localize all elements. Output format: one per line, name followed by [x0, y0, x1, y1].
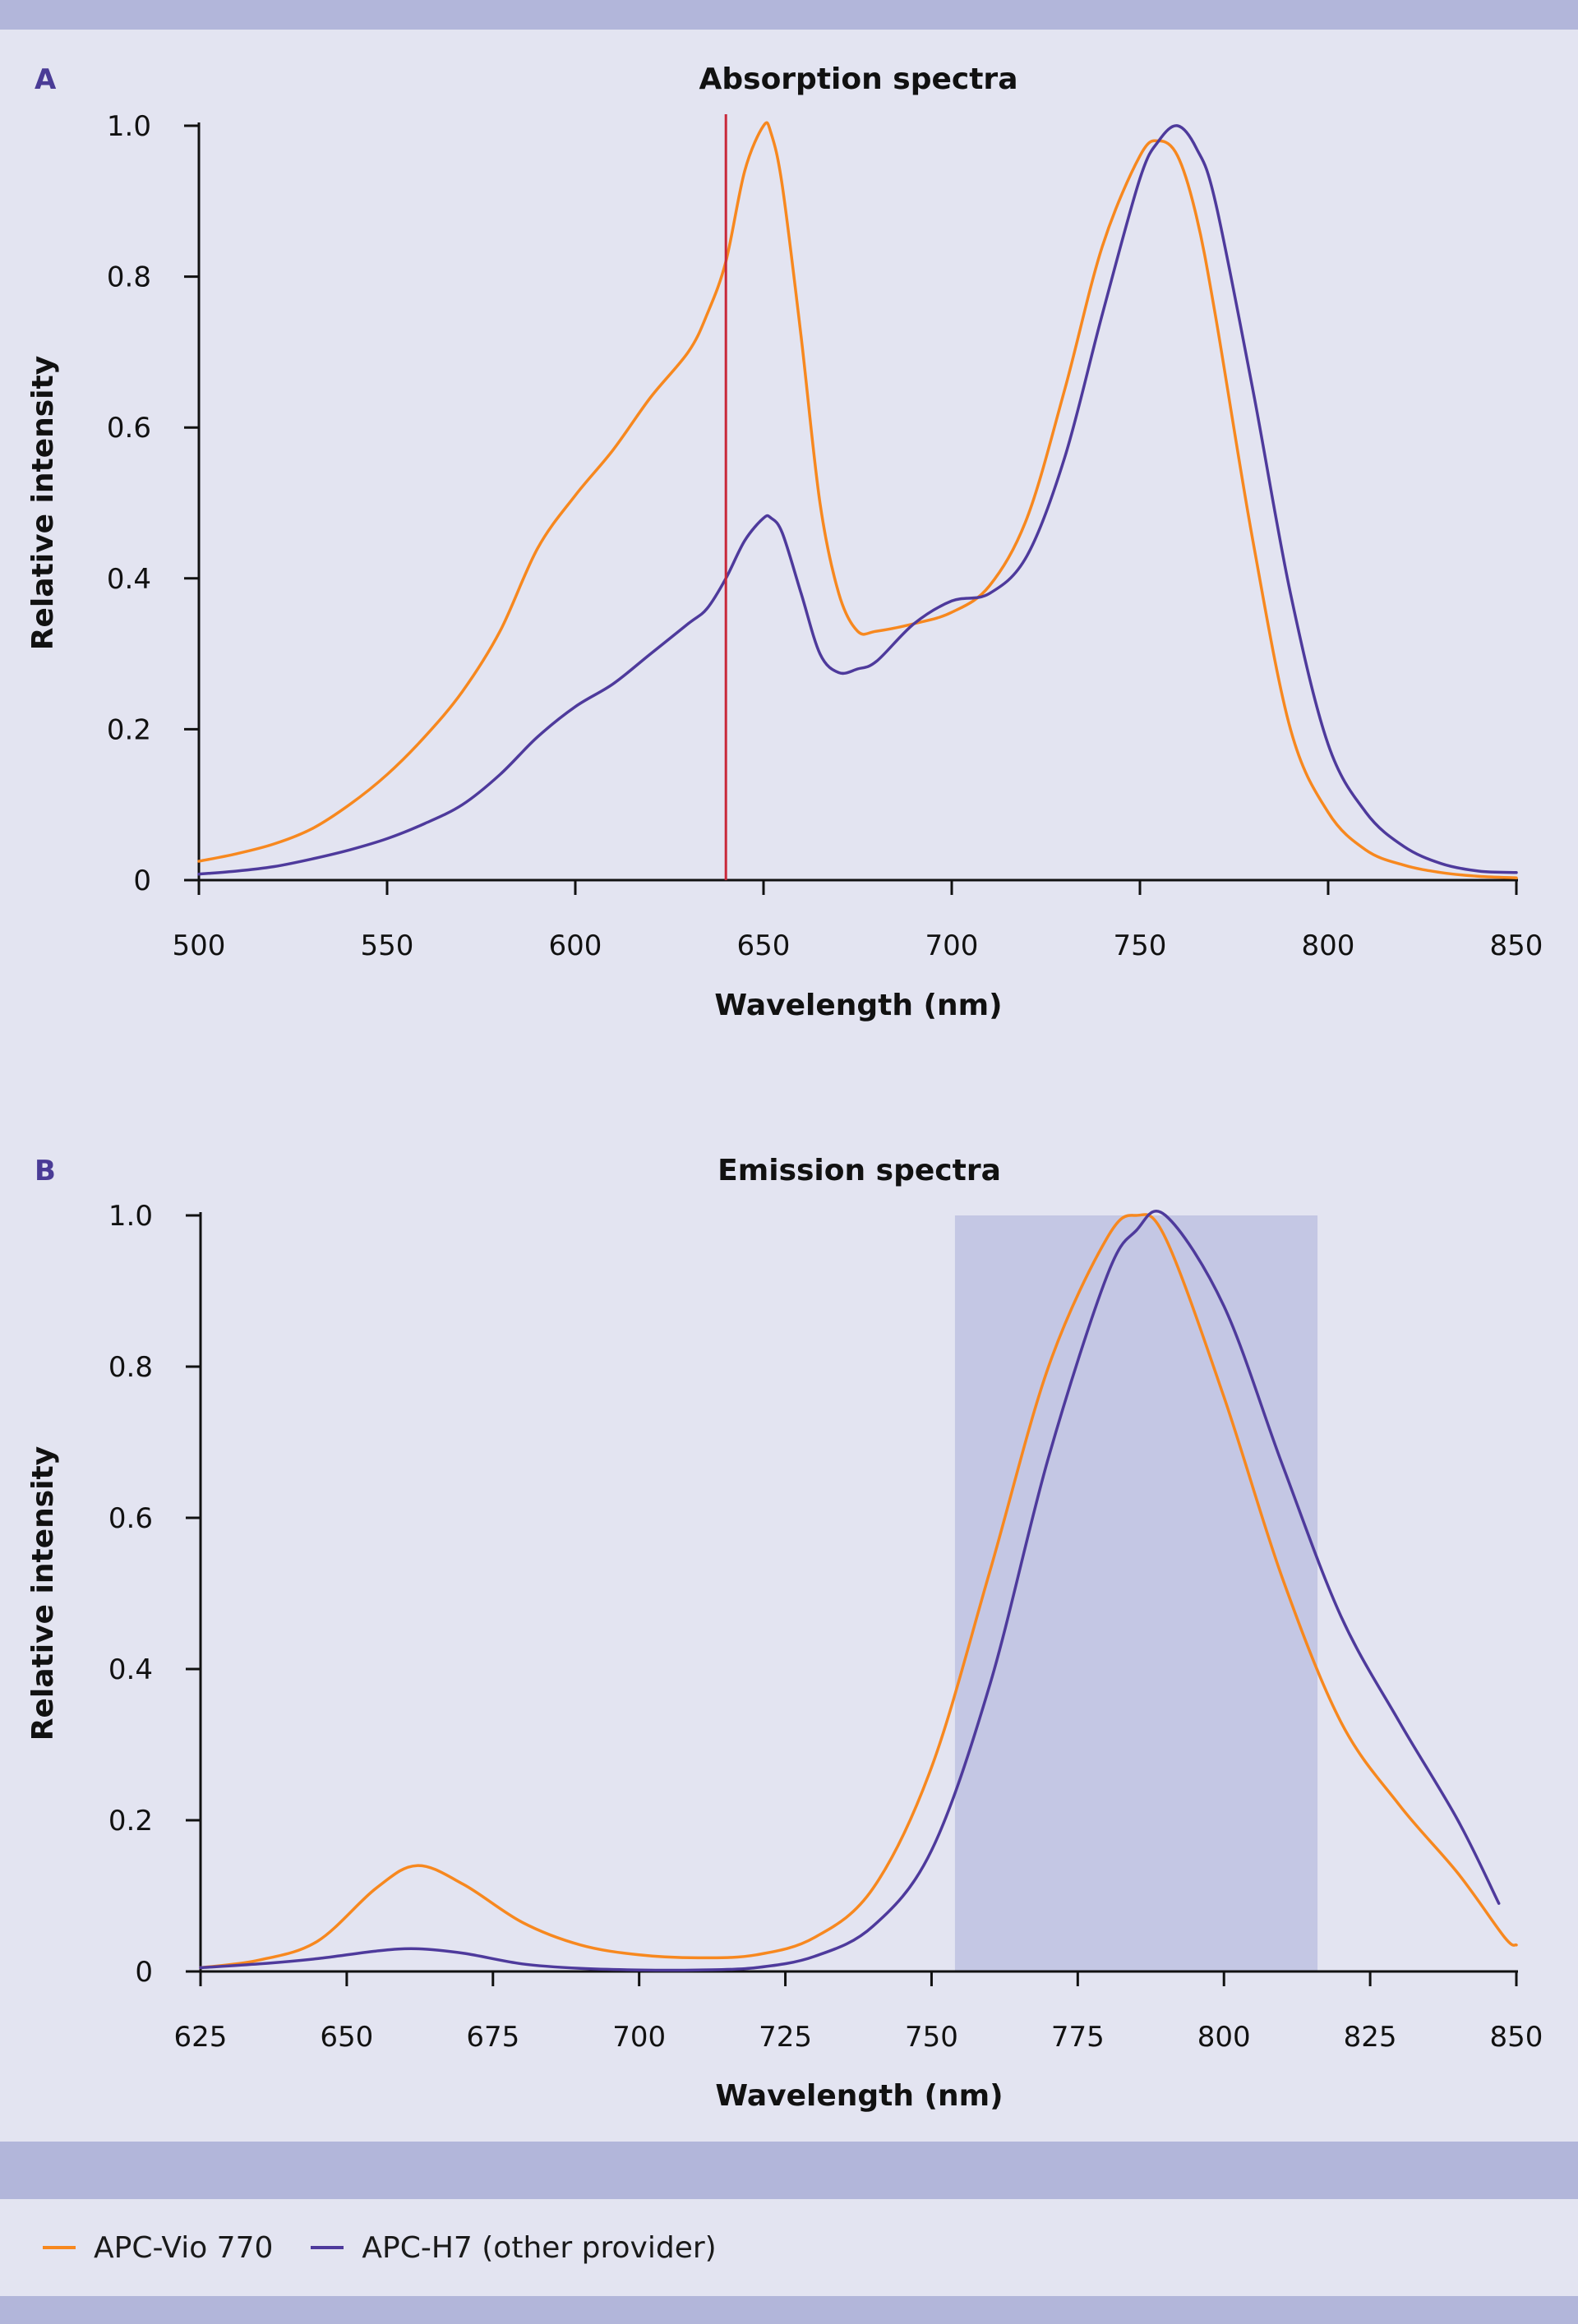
y-tick-label: 0: [135, 1956, 153, 1989]
x-tick-label: 850: [1490, 2021, 1543, 2054]
x-tick-label: 825: [1344, 2021, 1397, 2054]
legend-item-apc-h7: APC-H7 (other provider): [311, 2230, 717, 2265]
emission-series-apc-h7: [199, 1209, 1501, 1972]
top-frame-band: [0, 0, 1578, 30]
x-tick-label: 850: [1490, 929, 1543, 962]
y-tick-label: 0.6: [107, 412, 151, 445]
y-tick-label: 0.4: [107, 563, 151, 596]
legend-label: APC-H7 (other provider): [362, 2230, 717, 2265]
legend-swatch-orange: [43, 2246, 76, 2249]
y-tick-label: 0: [133, 865, 151, 897]
absorption-series-apc-vio-770: [197, 121, 1518, 879]
legend-swatch-purple: [311, 2246, 344, 2249]
y-tick-label: 0.4: [108, 1653, 153, 1686]
x-tick-label: 725: [759, 2021, 812, 2054]
legend-label: APC-Vio 770: [94, 2230, 274, 2265]
x-tick-label: 800: [1197, 2021, 1251, 2054]
absorption-chart: A Absorption spectra Relative intensity Wav…: [26, 62, 1543, 1022]
y-tick-label: 1.0: [107, 110, 151, 143]
panel-letter: B: [35, 1155, 56, 1187]
y-tick-label: 0.2: [108, 1805, 153, 1838]
legend: APC-Vio 770 APC-H7 (other provider): [0, 2199, 1578, 2296]
x-tick-label: 650: [320, 2021, 373, 2054]
y-tick-label: 0.2: [107, 713, 151, 746]
x-tick-label: 800: [1302, 929, 1355, 962]
bottom-frame-band: [0, 2296, 1578, 2324]
spectra-figure: A Absorption spectra Relative intensity Wav…: [26, 62, 1543, 2113]
x-tick-label: 750: [1114, 929, 1167, 962]
emission-chart: B Emission spectra Relative intensity Wavel…: [26, 1154, 1543, 2113]
middle-frame-band: [0, 2142, 1578, 2199]
x-tick-label: 700: [925, 929, 979, 962]
y-tick-label: 0.8: [107, 261, 151, 294]
absorption-series-apc-h7: [197, 124, 1518, 876]
y-tick-label: 1.0: [108, 1200, 153, 1233]
x-tick-label: 625: [174, 2021, 228, 2054]
x-axis-label: Wavelength (nm): [715, 2079, 1003, 2113]
chart-title: Absorption spectra: [699, 62, 1018, 96]
x-tick-label: 600: [549, 929, 602, 962]
y-axis-label: Relative intensity: [26, 356, 60, 650]
x-tick-label: 650: [737, 929, 791, 962]
panel-letter: A: [35, 63, 57, 96]
x-tick-label: 750: [905, 2021, 958, 2054]
x-tick-label: 775: [1051, 2021, 1105, 2054]
y-axis-label: Relative intensity: [26, 1446, 60, 1741]
legend-item-apc-vio-770: APC-Vio 770: [43, 2231, 273, 2265]
emission-series-apc-vio-770: [199, 1213, 1518, 1970]
detection-band: [954, 1215, 1318, 1971]
x-axis-label: Wavelength (nm): [714, 989, 1002, 1022]
x-tick-label: 700: [612, 2021, 666, 2054]
y-tick-label: 0.6: [108, 1502, 153, 1535]
chart-title: Emission spectra: [717, 1154, 1001, 1187]
x-tick-label: 675: [466, 2021, 519, 2054]
x-tick-label: 500: [173, 929, 226, 962]
y-tick-label: 0.8: [108, 1351, 153, 1384]
x-tick-label: 550: [361, 929, 414, 962]
